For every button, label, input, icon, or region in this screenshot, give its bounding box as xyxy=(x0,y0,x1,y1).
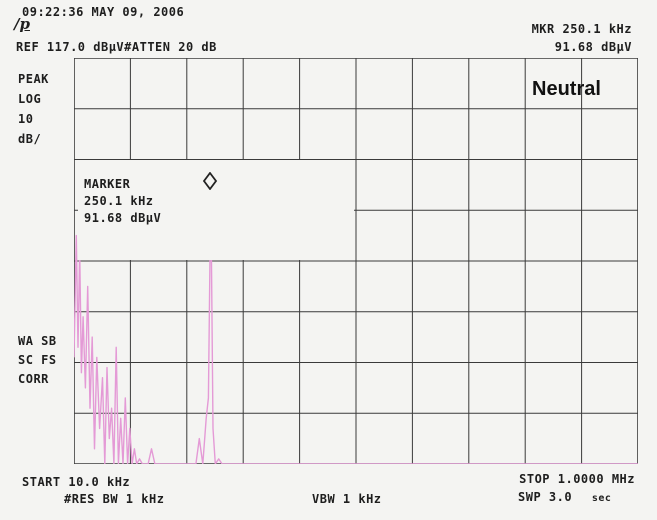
marker-frequency-readout: MKR 250.1 kHz xyxy=(531,22,632,36)
scale-type-label: LOG xyxy=(18,92,42,106)
spectrum-trace xyxy=(74,185,638,464)
marker-info-title: MARKER xyxy=(84,177,131,191)
marker-level-readout: 91.68 dBµV xyxy=(554,40,632,54)
scale-div-unit: dB/ xyxy=(18,132,42,146)
sc-fs-label: SC FS xyxy=(18,353,57,367)
sweep-time-value: SWP 3.0 xyxy=(518,490,573,504)
hp-logo-icon: /p xyxy=(14,15,30,33)
stop-frequency: STOP 1.0000 MHz xyxy=(519,472,635,486)
timestamp: 09:22:36 MAY 09, 2006 xyxy=(22,5,185,19)
neutral-label: Neutral xyxy=(532,78,601,100)
scale-div-value: 10 xyxy=(18,112,34,126)
marker-info-backdrop xyxy=(78,160,354,260)
ref-atten-readout: REF 117.0 dBµV#ATTEN 20 dB xyxy=(16,40,217,54)
wa-sb-label: WA SB xyxy=(18,334,57,348)
diamond-marker-icon xyxy=(202,172,218,190)
marker-info-frequency: 250.1 kHz xyxy=(84,194,154,208)
sweep-time: SWP 3.0 sec xyxy=(518,490,611,504)
marker-info-box: MARKER 250.1 kHz 91.68 dBµV xyxy=(84,176,161,227)
start-frequency: START 10.0 kHz xyxy=(22,475,131,489)
detector-label: PEAK xyxy=(18,72,49,86)
spectrum-display xyxy=(74,58,638,464)
marker-info-level: 91.68 dBµV xyxy=(84,211,162,225)
sweep-time-unit: sec xyxy=(591,493,612,504)
corr-label: CORR xyxy=(18,372,49,386)
video-bandwidth: VBW 1 kHz xyxy=(312,492,382,506)
graticule xyxy=(74,58,638,464)
resolution-bandwidth: #RES BW 1 kHz xyxy=(64,492,165,506)
